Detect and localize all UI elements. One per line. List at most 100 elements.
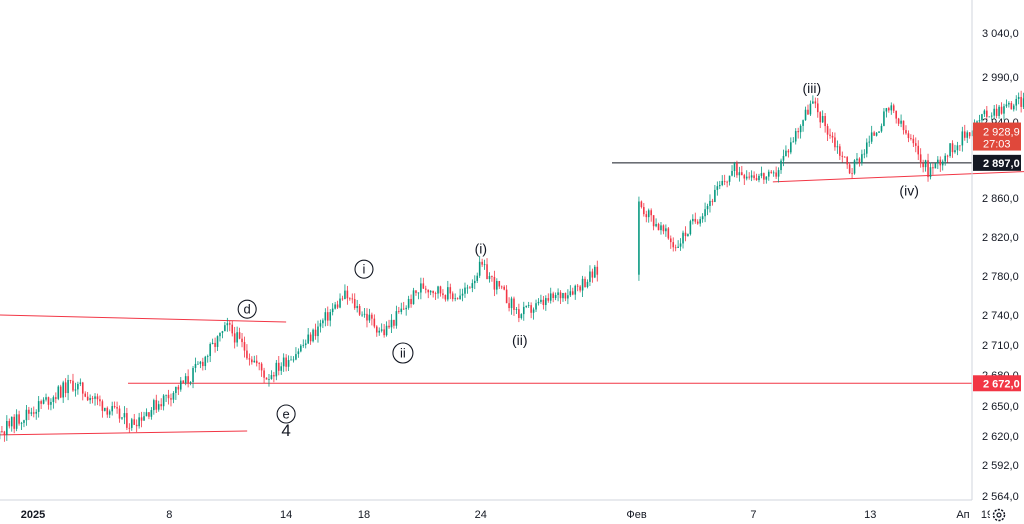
candle [594,264,596,279]
candle [667,227,670,240]
candle [900,114,902,128]
candle [268,374,270,387]
candle [841,151,844,163]
candle [770,169,773,174]
candle [750,170,753,182]
candle [998,104,1000,119]
candle [775,166,777,180]
candle [368,308,371,323]
candle [1020,90,1022,113]
candle [282,353,285,372]
candle [116,401,118,414]
wave-label[interactable]: ii [392,342,414,364]
candle [37,396,40,418]
candle [228,320,231,332]
candle [214,337,216,353]
candle [486,258,488,280]
candle [897,117,900,127]
wave-label[interactable]: e [276,404,296,424]
candle [121,417,123,420]
trend-line[interactable] [0,430,248,438]
candle [84,391,87,398]
gear-icon [992,508,1006,522]
trend-line[interactable] [772,152,1024,183]
candle [339,293,341,309]
candle [993,104,995,120]
candle [714,184,716,203]
wave-label[interactable]: d [237,299,257,319]
candle [238,327,241,340]
candle [427,289,430,299]
candle [55,392,57,404]
candle [302,339,305,348]
candle [576,283,579,292]
candle [211,338,214,345]
candle [934,163,937,169]
candle [260,362,263,377]
candle [290,355,292,361]
candle [471,279,474,293]
wave-label[interactable]: i [354,259,374,279]
candle [412,287,415,305]
x-tick-label: 18 [358,509,370,521]
candle [464,282,466,298]
candle [349,297,351,301]
candle [694,212,697,224]
candle [856,152,858,165]
trend-line[interactable] [0,310,287,323]
candle [741,165,743,176]
candle [765,176,768,184]
svg-text:(i): (i) [475,241,487,257]
candle [922,159,924,173]
candle [23,419,25,428]
y-tick-label: 2 860,0 [982,193,1019,205]
candle [25,404,28,426]
candle [767,169,770,181]
candle [547,293,550,303]
x-tick-label: 13 [864,509,876,521]
candle [197,361,199,365]
candle [880,123,883,133]
candle [995,104,998,119]
candle [1015,95,1018,111]
candle [422,277,425,289]
candle [130,417,133,431]
candle [816,97,819,118]
wave-label[interactable]: 4 [281,421,290,440]
candle [456,297,459,300]
wave-label[interactable]: (i) [475,241,487,257]
candle [929,162,932,180]
time-axis[interactable]: 20258141824Фев7131925Мар7131925Ап [0,499,1024,521]
candle [655,218,657,228]
candle [336,300,339,309]
candle [236,326,238,347]
candle [895,110,897,124]
candle [988,116,991,118]
candle [324,308,327,327]
candle [199,360,202,369]
candle [466,284,469,294]
candle [8,418,11,429]
candle [378,327,381,336]
price-axis[interactable]: 3 040,02 990,02 940,02 860,02 820,02 780… [971,0,1021,503]
wave-label[interactable]: (iii) [802,80,821,96]
wave-label[interactable]: (iv) [899,182,918,198]
candle [192,365,194,389]
candle [334,301,336,310]
candle [579,285,581,293]
x-tick-label: 8 [166,509,172,521]
candle [160,398,162,410]
candle [273,371,275,383]
wave-label[interactable]: (ii) [512,332,528,348]
candle [155,394,158,413]
candle [941,159,944,171]
candle [123,406,126,425]
candle [660,222,662,235]
candle [743,173,746,186]
candle [812,95,814,104]
candle [542,295,545,310]
y-tick-label: 2 740,0 [982,310,1019,322]
axis-settings-button[interactable] [990,506,1008,524]
y-tick-label: 2 990,0 [982,72,1019,84]
